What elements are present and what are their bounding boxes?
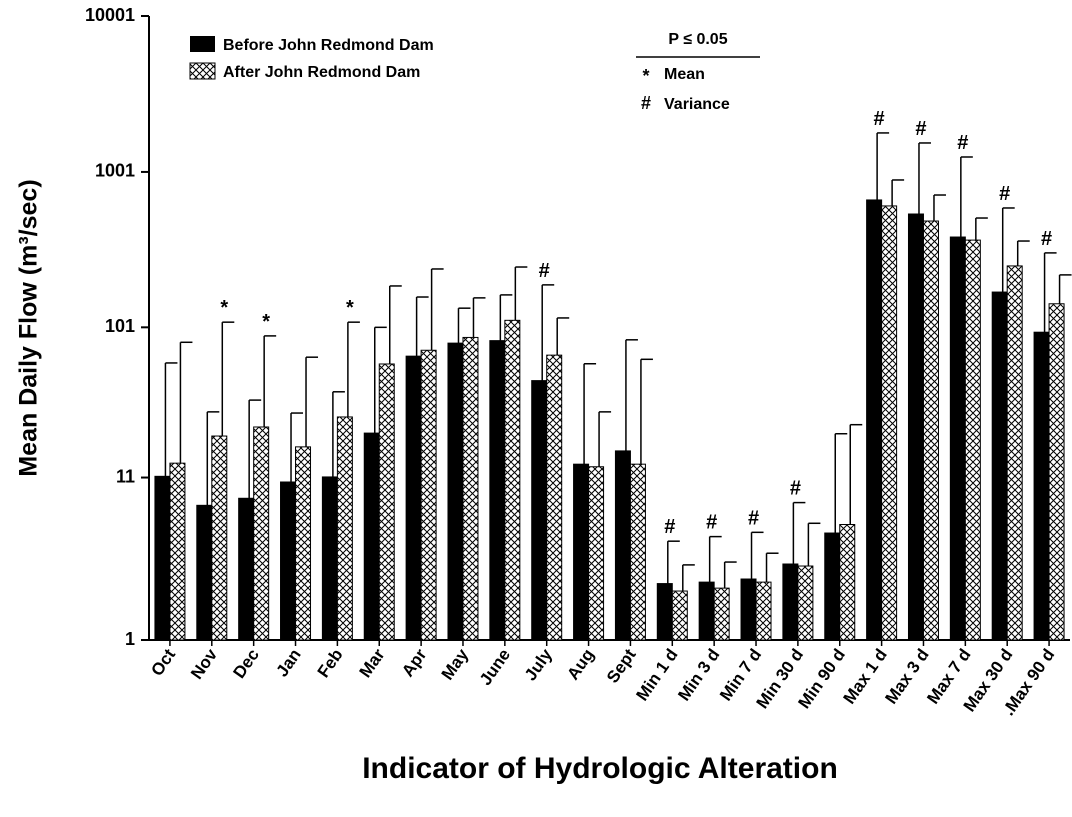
bar	[154, 475, 171, 641]
significance-mark: #	[706, 512, 717, 534]
y-tick-label: 11	[116, 466, 135, 486]
key-label: Variance	[664, 96, 730, 113]
key-symbol: *	[642, 66, 649, 86]
x-tick-label: Feb	[314, 645, 347, 681]
bar	[782, 563, 799, 641]
bar	[881, 205, 898, 641]
x-tick-label: Sept	[603, 645, 640, 686]
bar	[321, 476, 338, 641]
significance-mark: #	[664, 516, 675, 538]
x-tick-label: July	[521, 645, 556, 684]
key-title: P ≤ 0.05	[668, 31, 727, 48]
bar	[531, 380, 548, 641]
bar	[447, 342, 464, 641]
bar	[629, 463, 646, 641]
bar	[378, 363, 395, 641]
significance-mark: #	[790, 478, 801, 500]
significance-mark: *	[346, 297, 354, 319]
significance-mark: #	[915, 118, 926, 140]
bar	[907, 213, 924, 641]
bar	[922, 220, 939, 641]
x-tick-label: Mar	[356, 645, 389, 681]
bar	[1033, 331, 1050, 641]
bar	[949, 236, 966, 641]
bar	[713, 587, 730, 641]
bar	[755, 581, 772, 641]
bar	[991, 291, 1008, 641]
x-tick-label: Aug	[563, 645, 598, 683]
bar	[211, 435, 228, 641]
bar	[462, 336, 479, 641]
y-tick-label: 10001	[85, 5, 135, 25]
legend-swatch	[190, 36, 215, 52]
x-tick-label: Apr	[398, 645, 431, 680]
bar	[196, 504, 213, 641]
x-tick-label: May	[438, 645, 473, 683]
key-symbol: #	[641, 93, 651, 113]
key-label: Mean	[664, 66, 705, 83]
x-tick-label: Min 1 d	[632, 645, 681, 704]
bar	[866, 199, 883, 641]
bar	[671, 590, 688, 641]
legend-label: After John Redmond Dam	[223, 64, 420, 81]
significance-mark: #	[748, 507, 759, 529]
bar	[405, 355, 422, 641]
bar	[656, 583, 673, 641]
y-axis-title: Mean Daily Flow (m³/sec)	[15, 179, 43, 476]
bar	[1048, 303, 1065, 641]
legend-label: Before John Redmond Dam	[223, 37, 434, 54]
x-tick-label: Jan	[272, 645, 304, 680]
bar	[546, 354, 563, 641]
significance-mark: #	[999, 183, 1010, 205]
x-axis-title: Indicator of Hydrologic Alteration	[362, 752, 838, 785]
significance-mark: #	[957, 132, 968, 154]
legend-swatch	[189, 62, 216, 80]
significance-mark: #	[874, 108, 885, 130]
bar	[336, 416, 353, 641]
y-tick-label: 1001	[95, 161, 135, 181]
significance-mark: *	[262, 311, 270, 333]
bar	[280, 481, 297, 641]
bar	[698, 581, 715, 641]
bar	[964, 239, 981, 641]
significance-mark: #	[539, 260, 550, 282]
bar	[253, 426, 270, 641]
x-tick-label: Oct	[147, 645, 179, 679]
bar	[839, 524, 856, 641]
bar	[295, 446, 312, 641]
bar	[169, 462, 186, 641]
x-tick-label: Dec	[229, 645, 262, 681]
bar	[573, 463, 590, 641]
bar	[588, 466, 605, 641]
y-tick-label: 101	[105, 316, 135, 336]
bar	[489, 340, 506, 641]
bar	[238, 497, 255, 641]
bar	[420, 349, 437, 641]
bar	[614, 450, 631, 641]
bar	[797, 565, 814, 641]
bar	[740, 578, 757, 641]
x-tick-label: June	[476, 645, 514, 688]
bar	[824, 532, 841, 641]
bar	[363, 432, 380, 641]
x-tick-label: Min 3 d	[674, 645, 723, 704]
bar	[1006, 265, 1023, 641]
y-tick-label: 1	[125, 629, 135, 649]
significance-mark: #	[1041, 228, 1052, 250]
bar	[504, 319, 521, 641]
x-tick-label: Nov	[187, 645, 221, 683]
significance-mark: *	[220, 297, 228, 319]
